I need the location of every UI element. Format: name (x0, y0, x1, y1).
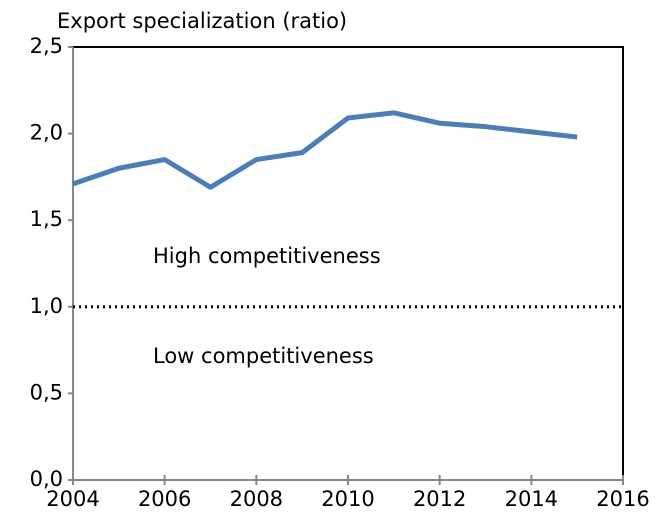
y-tick-label: 0,0 (30, 467, 63, 491)
y-tick-label: 2,0 (30, 121, 63, 145)
x-tick-label: 2016 (596, 487, 649, 511)
y-tick-label: 0,5 (30, 380, 63, 404)
x-tick-label: 2010 (321, 487, 374, 511)
x-tick-label: 2006 (138, 487, 191, 511)
x-tick-label: 2012 (413, 487, 466, 511)
x-tick-label: 2014 (505, 487, 558, 511)
annotation: High competitiveness (153, 244, 381, 268)
y-axis-title: Export specialization (ratio) (57, 9, 347, 33)
x-tick-label: 2008 (230, 487, 283, 511)
data-line (72, 110, 578, 190)
x-tick-label: 2004 (46, 487, 99, 511)
y-tick-label: 2,5 (30, 34, 63, 58)
y-tick-label: 1,0 (30, 294, 63, 318)
y-tick-label: 1,5 (30, 207, 63, 231)
annotation: Low competitiveness (153, 344, 374, 368)
